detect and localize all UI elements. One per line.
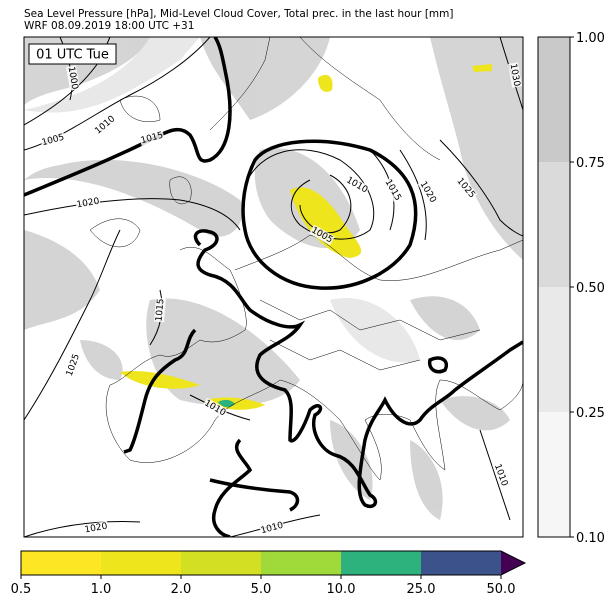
isobar-label-bg — [309, 224, 335, 246]
colorbar-extend — [501, 551, 525, 575]
colorbar-frame — [20, 550, 527, 576]
title: Sea Level Pressure [hPa], Mid-Level Clou… — [24, 8, 454, 20]
colorbar-tick-label: 2.0 — [171, 582, 192, 597]
isobar-label-bg — [64, 352, 82, 378]
isobar-label-bg — [153, 297, 167, 323]
isobar-label-bg — [382, 177, 404, 203]
colorbar-segment — [181, 551, 261, 575]
colorbar-segment — [421, 551, 501, 575]
isobar-label-bg — [507, 62, 523, 88]
colorbar-tick-label: 0.75 — [576, 156, 605, 171]
isobar-label-bg — [75, 195, 101, 211]
isobar-label: 1020 — [76, 197, 101, 211]
precip-colorbar: 0.5 1.0 2.0 5.0 10.0 25.0 50.0 — [11, 550, 527, 597]
isobar-label-bg — [83, 520, 109, 536]
time-label: 01 UTC Tue — [36, 48, 109, 63]
subtitle: WRF 08.09.2019 18:00 UTC +31 — [24, 20, 194, 32]
colorbar-segment — [261, 551, 341, 575]
colorbar-tick-label: 10.0 — [327, 582, 356, 597]
coastlines — [89, 37, 523, 481]
colorbar-tick-label: 0.50 — [576, 281, 605, 296]
isobar-label-bg — [454, 175, 478, 201]
cloud-colorbar: 0.10 0.25 0.50 0.75 1.00 — [537, 31, 605, 546]
colorbar-segment — [538, 37, 570, 162]
colorbar-tick-label: 1.00 — [576, 31, 605, 46]
colorbar-segment — [538, 412, 570, 537]
colorbar-segment — [538, 162, 570, 287]
isobar-label: 1030 — [508, 63, 522, 88]
colorbar-segment — [341, 551, 421, 575]
isobar-label-bg — [202, 397, 228, 419]
isobar-label-bg — [492, 462, 510, 488]
isobar-label-bg — [344, 174, 370, 196]
isobar-label-bg — [40, 132, 66, 148]
isobar-label: 1000 — [66, 66, 80, 91]
colorbar-segment — [21, 551, 101, 575]
colorbar-tick-label: 0.10 — [576, 531, 605, 546]
precipitation — [120, 64, 492, 410]
colorbar-tick-label: 25.0 — [407, 582, 436, 597]
colorbar-segment — [538, 287, 570, 412]
isobar-label-bg — [139, 130, 165, 146]
isobar-label-bg — [92, 113, 118, 137]
colorbar-tick-label: 0.25 — [576, 406, 605, 421]
colorbar-tick-label: 0.5 — [11, 582, 32, 597]
colorbar-tick-label: 1.0 — [91, 582, 112, 597]
isobar-1015 — [24, 37, 523, 537]
isobar-label: 1020 — [84, 522, 109, 536]
isobar-label-bg — [417, 179, 439, 205]
colorbar-tick-label: 50.0 — [487, 582, 516, 597]
isobar-label: 1015 — [155, 298, 167, 322]
isobar-label-bg — [65, 65, 81, 91]
colorbar-segment — [101, 551, 181, 575]
isobar-label-bg — [259, 520, 285, 536]
colorbar-tick-label: 5.0 — [251, 582, 272, 597]
